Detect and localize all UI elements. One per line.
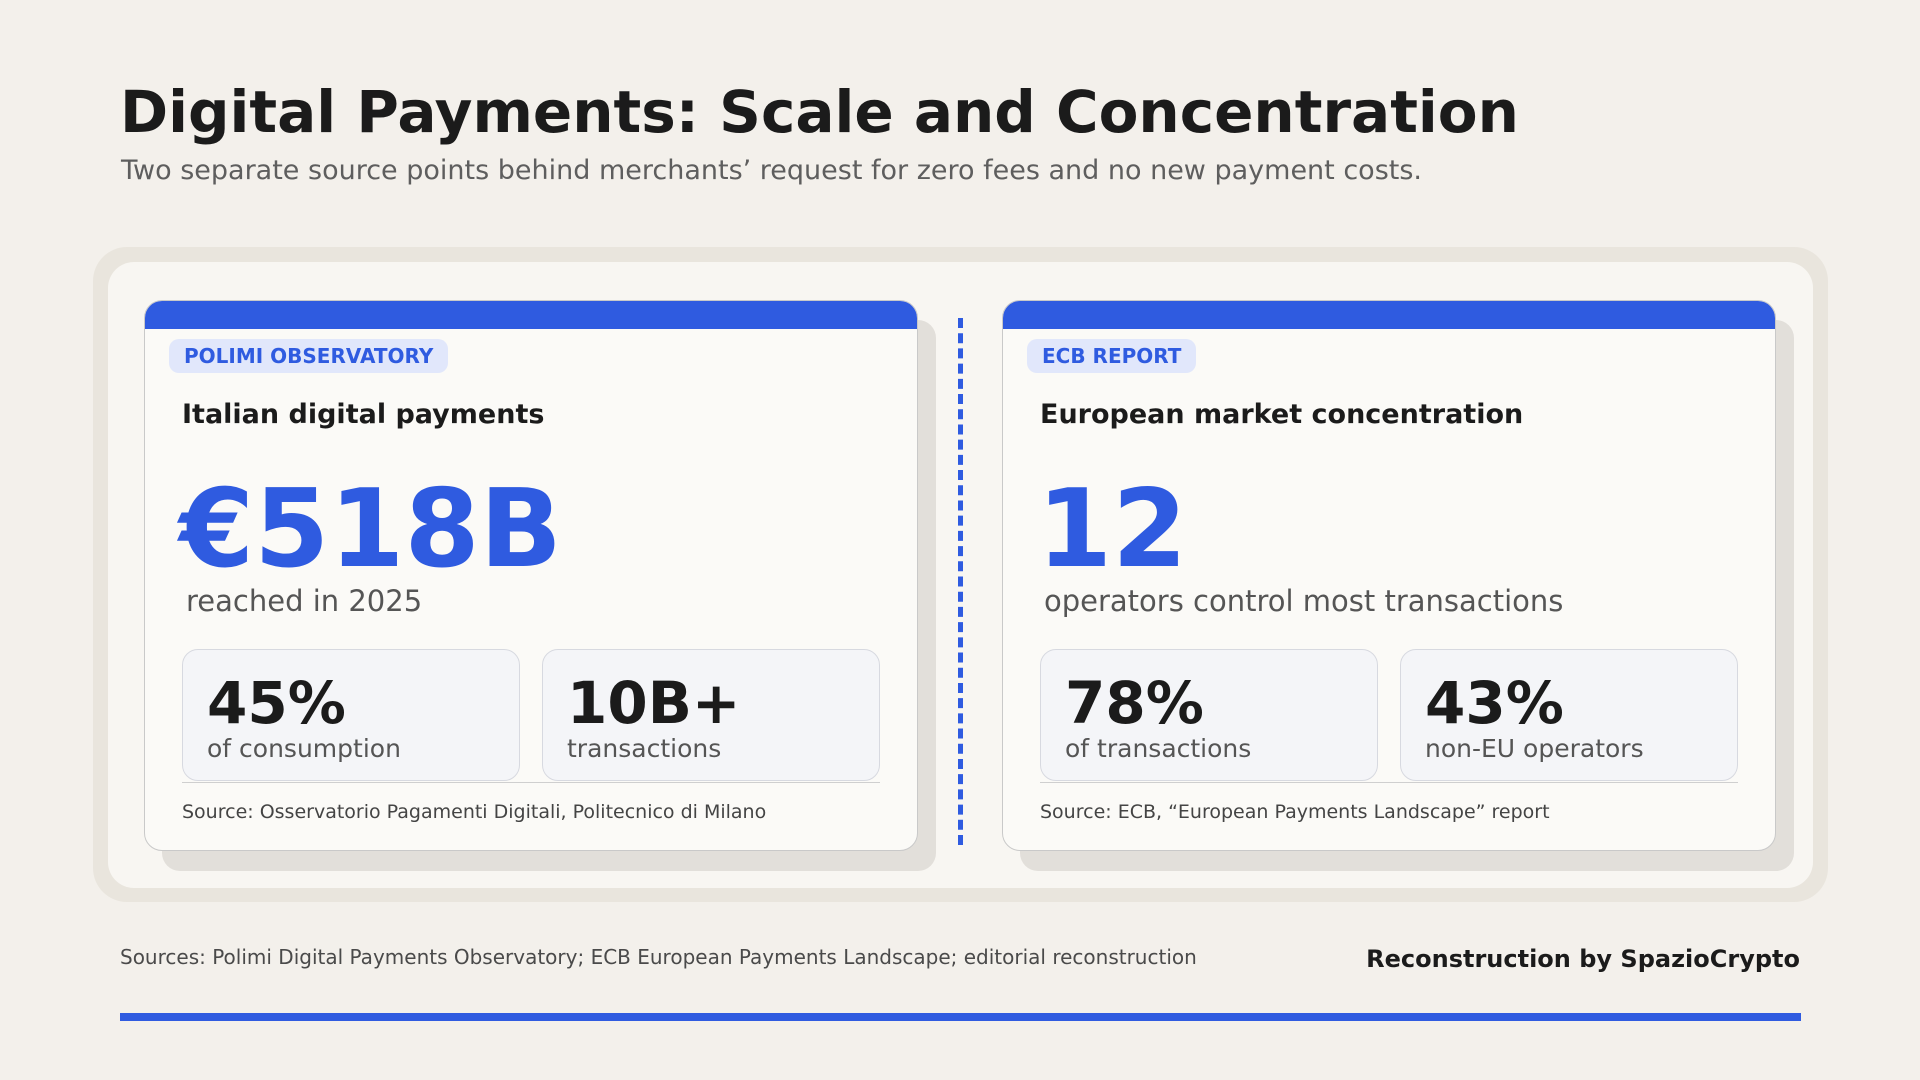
card-caption: reached in 2025 <box>186 584 423 618</box>
card-figure: €518B <box>179 467 562 592</box>
stat-value: 43% <box>1425 669 1564 737</box>
stat-box: 43% non-EU operators <box>1400 649 1738 781</box>
card: POLIMI OBSERVATORY Italian digital paymen… <box>144 300 936 871</box>
card-tag: ECB REPORT <box>1027 339 1197 373</box>
stat-label: non-EU operators <box>1425 734 1644 763</box>
footer-line <box>120 1013 1801 1021</box>
title: Digital Payments: Scale and Concentratio… <box>120 78 1519 146</box>
subtitle: Two separate source points behind mercha… <box>121 155 1422 186</box>
stat-label: of consumption <box>207 734 401 763</box>
card-body: POLIMI OBSERVATORY Italian digital paymen… <box>144 300 918 851</box>
card-rule <box>182 782 880 783</box>
stat-label: of transactions <box>1065 734 1252 763</box>
stat-label: transactions <box>567 734 722 763</box>
card-top-bar <box>145 301 917 329</box>
card-tag: POLIMI OBSERVATORY <box>169 339 449 373</box>
stat-box: 78% of transactions <box>1040 649 1378 781</box>
stat-value: 10B+ <box>567 669 741 737</box>
card-body: ECB REPORT European market concentration 1… <box>1002 300 1776 851</box>
footer-sources: Sources: Polimi Digital Payments Observa… <box>120 945 1197 969</box>
card-caption: operators control most transactions <box>1044 584 1564 618</box>
stat-box: 45% of consumption <box>182 649 520 781</box>
footer-credit: Reconstruction by SpazioCrypto <box>1366 945 1800 973</box>
card-heading: European market concentration <box>1040 399 1524 430</box>
card-heading: Italian digital payments <box>182 399 545 430</box>
stat-box: 10B+ transactions <box>542 649 880 781</box>
stat-value: 78% <box>1065 669 1204 737</box>
card-rule <box>1040 782 1738 783</box>
card: ECB REPORT European market concentration 1… <box>1002 300 1794 871</box>
card-figure: 12 <box>1037 467 1188 592</box>
stat-value: 45% <box>207 669 346 737</box>
card-top-bar <box>1003 301 1775 329</box>
card-source: Source: ECB, “European Payments Landscap… <box>1040 801 1550 823</box>
card-source: Source: Osservatorio Pagamenti Digitali,… <box>182 801 767 823</box>
divider <box>958 318 963 845</box>
